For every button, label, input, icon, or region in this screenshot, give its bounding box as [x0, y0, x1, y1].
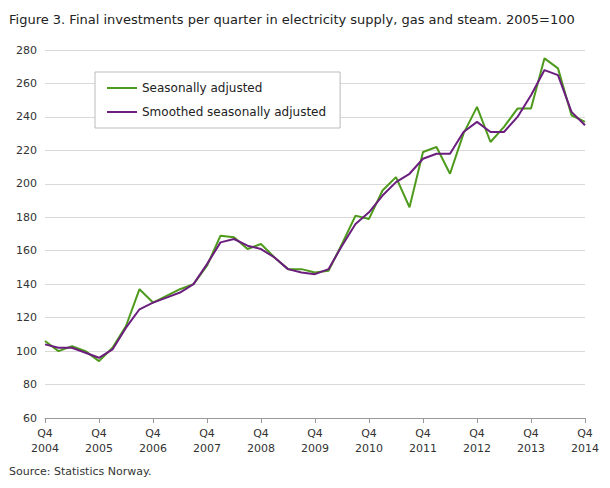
svg-text:Q4: Q4: [145, 427, 161, 440]
svg-text:Smoothed seasonally adjusted: Smoothed seasonally adjusted: [142, 105, 326, 119]
svg-text:2008: 2008: [247, 442, 275, 455]
svg-text:180: 180: [16, 211, 37, 224]
svg-text:2007: 2007: [193, 442, 221, 455]
svg-text:Q4: Q4: [307, 427, 323, 440]
svg-text:240: 240: [16, 110, 37, 123]
svg-text:Q4: Q4: [361, 427, 377, 440]
svg-text:Q4: Q4: [91, 427, 107, 440]
svg-text:2010: 2010: [355, 442, 383, 455]
svg-text:2004: 2004: [31, 442, 59, 455]
svg-text:2009: 2009: [301, 442, 329, 455]
svg-text:60: 60: [23, 412, 37, 425]
svg-text:2014: 2014: [571, 442, 599, 455]
svg-text:Q4: Q4: [523, 427, 539, 440]
svg-text:Figure 3. Final investments pe: Figure 3. Final investments per quarter …: [9, 12, 575, 27]
svg-text:140: 140: [16, 278, 37, 291]
svg-text:280: 280: [16, 44, 37, 57]
svg-text:100: 100: [16, 345, 37, 358]
svg-text:Source: Statistics Norway.: Source: Statistics Norway.: [9, 465, 151, 478]
svg-text:Q4: Q4: [199, 427, 215, 440]
svg-text:2012: 2012: [463, 442, 491, 455]
svg-text:Q4: Q4: [37, 427, 53, 440]
svg-text:Q4: Q4: [469, 427, 485, 440]
svg-text:200: 200: [16, 177, 37, 190]
svg-text:220: 220: [16, 144, 37, 157]
svg-text:260: 260: [16, 77, 37, 90]
svg-text:2005: 2005: [85, 442, 113, 455]
svg-text:2011: 2011: [409, 442, 437, 455]
svg-text:Seasonally adjusted: Seasonally adjusted: [142, 81, 262, 95]
svg-text:Q4: Q4: [415, 427, 431, 440]
svg-text:2006: 2006: [139, 442, 167, 455]
svg-text:160: 160: [16, 244, 37, 257]
svg-text:2013: 2013: [517, 442, 545, 455]
svg-text:Q4: Q4: [577, 427, 593, 440]
svg-text:120: 120: [16, 311, 37, 324]
svg-text:80: 80: [23, 378, 37, 391]
svg-text:Q4: Q4: [253, 427, 269, 440]
